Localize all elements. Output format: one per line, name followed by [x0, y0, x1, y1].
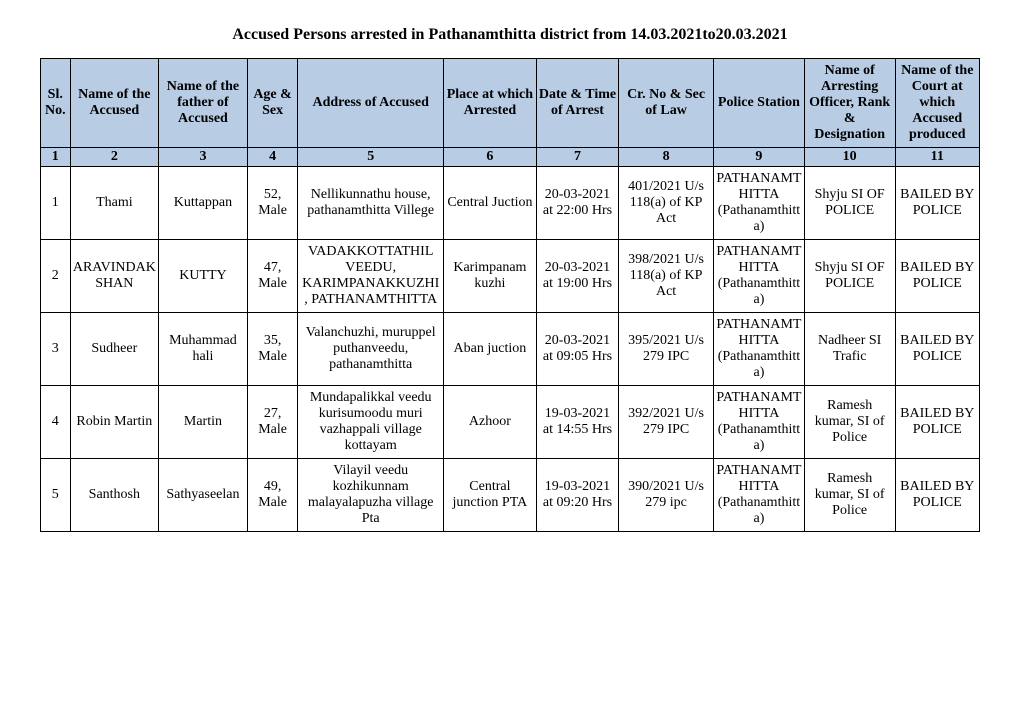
cell-sl: 1 [41, 167, 71, 240]
cell-datetime: 20-03-2021 at 22:00 Hrs [536, 167, 618, 240]
table-row: 5 Santhosh Sathyaseelan 49, Male Vilayil… [41, 459, 980, 532]
cell-address: Valanchuzhi, muruppel puthanveedu, patha… [298, 313, 444, 386]
col-cr: Cr. No & Sec of Law [619, 59, 714, 148]
col-age-sex: Age & Sex [247, 59, 298, 148]
cell-sl: 5 [41, 459, 71, 532]
col-court: Name of the Court at which Accused produ… [895, 59, 979, 148]
colnum-11: 11 [895, 148, 979, 167]
cell-cr: 401/2021 U/s 118(a) of KP Act [619, 167, 714, 240]
cell-sl: 4 [41, 386, 71, 459]
table-row: 2 ARAVINDAKSHAN KUTTY 47, Male VADAKKOTT… [41, 240, 980, 313]
col-datetime: Date & Time of Arrest [536, 59, 618, 148]
cell-station: PATHANAMTHITTA (Pathanamthitta) [714, 313, 805, 386]
table-row: 3 Sudheer Muhammad hali 35, Male Valanch… [41, 313, 980, 386]
page-title: Accused Persons arrested in Pathanamthit… [40, 26, 980, 44]
cell-age-sex: 52, Male [247, 167, 298, 240]
cell-station: PATHANAMTHITTA (Pathanamthitta) [714, 240, 805, 313]
cell-datetime: 19-03-2021 at 14:55 Hrs [536, 386, 618, 459]
cell-place: Aban juction [443, 313, 536, 386]
table-row: 4 Robin Martin Martin 27, Male Mundapali… [41, 386, 980, 459]
col-address: Address of Accused [298, 59, 444, 148]
cell-address: VADAKKOTTATHIL VEEDU, KARIMPANAKKUZHI, P… [298, 240, 444, 313]
cell-court: BAILED BY POLICE [895, 459, 979, 532]
colnum-2: 2 [70, 148, 159, 167]
table-row: 1 Thami Kuttappan 52, Male Nellikunnathu… [41, 167, 980, 240]
document-page: Accused Persons arrested in Pathanamthit… [0, 0, 1020, 552]
cell-station: PATHANAMTHITTA (Pathanamthitta) [714, 167, 805, 240]
colnum-9: 9 [714, 148, 805, 167]
cell-officer: Ramesh kumar, SI of Police [804, 386, 895, 459]
cell-place: Azhoor [443, 386, 536, 459]
cell-cr: 392/2021 U/s 279 IPC [619, 386, 714, 459]
cell-age-sex: 47, Male [247, 240, 298, 313]
cell-cr: 395/2021 U/s 279 IPC [619, 313, 714, 386]
cell-name: Robin Martin [70, 386, 159, 459]
cell-officer: Nadheer SI Trafic [804, 313, 895, 386]
cell-father: Sathyaseelan [159, 459, 248, 532]
cell-age-sex: 49, Male [247, 459, 298, 532]
cell-father: Martin [159, 386, 248, 459]
cell-officer: Ramesh kumar, SI of Police [804, 459, 895, 532]
cell-name: Santhosh [70, 459, 159, 532]
cell-station: PATHANAMTHITTA (Pathanamthitta) [714, 386, 805, 459]
cell-place: Karimpanam kuzhi [443, 240, 536, 313]
cell-age-sex: 27, Male [247, 386, 298, 459]
col-name: Name of the Accused [70, 59, 159, 148]
col-father: Name of the father of Accused [159, 59, 248, 148]
cell-father: KUTTY [159, 240, 248, 313]
colnum-3: 3 [159, 148, 248, 167]
colnum-6: 6 [443, 148, 536, 167]
cell-place: Central Juction [443, 167, 536, 240]
col-sl-no: Sl. No. [41, 59, 71, 148]
colnum-8: 8 [619, 148, 714, 167]
cell-datetime: 19-03-2021 at 09:20 Hrs [536, 459, 618, 532]
table-header-number-row: 1 2 3 4 5 6 7 8 9 10 11 [41, 148, 980, 167]
cell-court: BAILED BY POLICE [895, 167, 979, 240]
cell-place: Central junction PTA [443, 459, 536, 532]
arrests-table: Sl. No. Name of the Accused Name of the … [40, 58, 980, 532]
colnum-7: 7 [536, 148, 618, 167]
cell-name: Thami [70, 167, 159, 240]
cell-station: PATHANAMTHITTA (Pathanamthitta) [714, 459, 805, 532]
colnum-5: 5 [298, 148, 444, 167]
col-officer: Name of Arresting Officer, Rank & Design… [804, 59, 895, 148]
cell-sl: 3 [41, 313, 71, 386]
cell-address: Vilayil veedu kozhikunnam malayalapuzha … [298, 459, 444, 532]
colnum-1: 1 [41, 148, 71, 167]
cell-court: BAILED BY POLICE [895, 386, 979, 459]
col-station: Police Station [714, 59, 805, 148]
cell-cr: 390/2021 U/s 279 ipc [619, 459, 714, 532]
cell-officer: Shyju SI OF POLICE [804, 167, 895, 240]
table-header-row: Sl. No. Name of the Accused Name of the … [41, 59, 980, 148]
cell-cr: 398/2021 U/s 118(a) of KP Act [619, 240, 714, 313]
cell-datetime: 20-03-2021 at 09:05 Hrs [536, 313, 618, 386]
cell-datetime: 20-03-2021 at 19:00 Hrs [536, 240, 618, 313]
cell-address: Nellikunnathu house, pathanamthitta Vill… [298, 167, 444, 240]
cell-age-sex: 35, Male [247, 313, 298, 386]
col-place: Place at which Arrested [443, 59, 536, 148]
cell-name: Sudheer [70, 313, 159, 386]
cell-court: BAILED BY POLICE [895, 313, 979, 386]
cell-sl: 2 [41, 240, 71, 313]
cell-father: Muhammad hali [159, 313, 248, 386]
cell-address: Mundapalikkal veedu kurisumoodu muri vaz… [298, 386, 444, 459]
cell-father: Kuttappan [159, 167, 248, 240]
cell-officer: Shyju SI OF POLICE [804, 240, 895, 313]
cell-court: BAILED BY POLICE [895, 240, 979, 313]
colnum-10: 10 [804, 148, 895, 167]
cell-name: ARAVINDAKSHAN [70, 240, 159, 313]
colnum-4: 4 [247, 148, 298, 167]
